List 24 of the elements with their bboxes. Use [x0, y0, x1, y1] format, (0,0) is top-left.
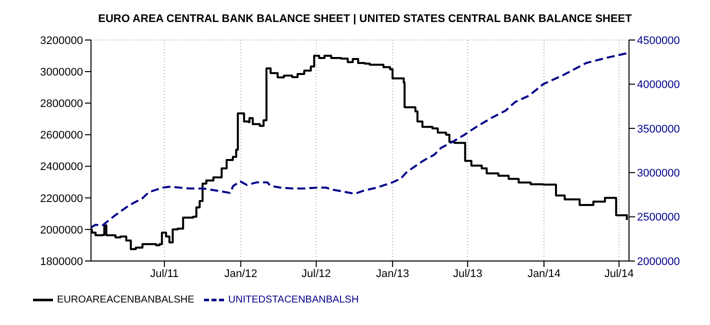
y2-tick-label: 4000000 — [637, 79, 680, 92]
y-tick-label: 3200000 — [40, 34, 83, 47]
y-tick-label: 2600000 — [40, 130, 83, 142]
x-tick-label: Jul/12 — [302, 268, 331, 280]
y2-tick-label: 3500000 — [637, 123, 680, 136]
y-tick-label: 2400000 — [40, 161, 83, 174]
y2-tick-label: 2000000 — [637, 256, 680, 268]
y2-tick-label: 4500000 — [637, 34, 680, 47]
x-tick-label: Jan/14 — [527, 268, 560, 280]
y2-tick-label: 2500000 — [637, 212, 680, 224]
chart-title: EURO AREA CENTRAL BANK BALANCE SHEET | UNITED STATES CENTRAL BANK BALANCE SHEET — [97, 12, 633, 27]
y2-tick-label: 3000000 — [637, 168, 680, 180]
x-tick-label: Jul/14 — [604, 268, 634, 280]
y-tick-label: 2800000 — [40, 98, 83, 110]
legend-label: EUROAREACENBANBALSHE — [57, 294, 194, 306]
y-tick-label: 2000000 — [40, 224, 83, 236]
legend-label: UNITEDSTACENBANBALSH — [228, 294, 359, 306]
x-tick-label: Jul/13 — [452, 268, 482, 280]
y-tick-label: 1800000 — [40, 256, 83, 268]
x-tick-label: Jul/11 — [150, 268, 179, 280]
y-tick-label: 3000000 — [40, 66, 83, 78]
y-tick-label: 2200000 — [40, 192, 83, 205]
x-tick-label: Jan/12 — [224, 268, 258, 280]
x-tick-label: Jan/13 — [376, 268, 410, 280]
